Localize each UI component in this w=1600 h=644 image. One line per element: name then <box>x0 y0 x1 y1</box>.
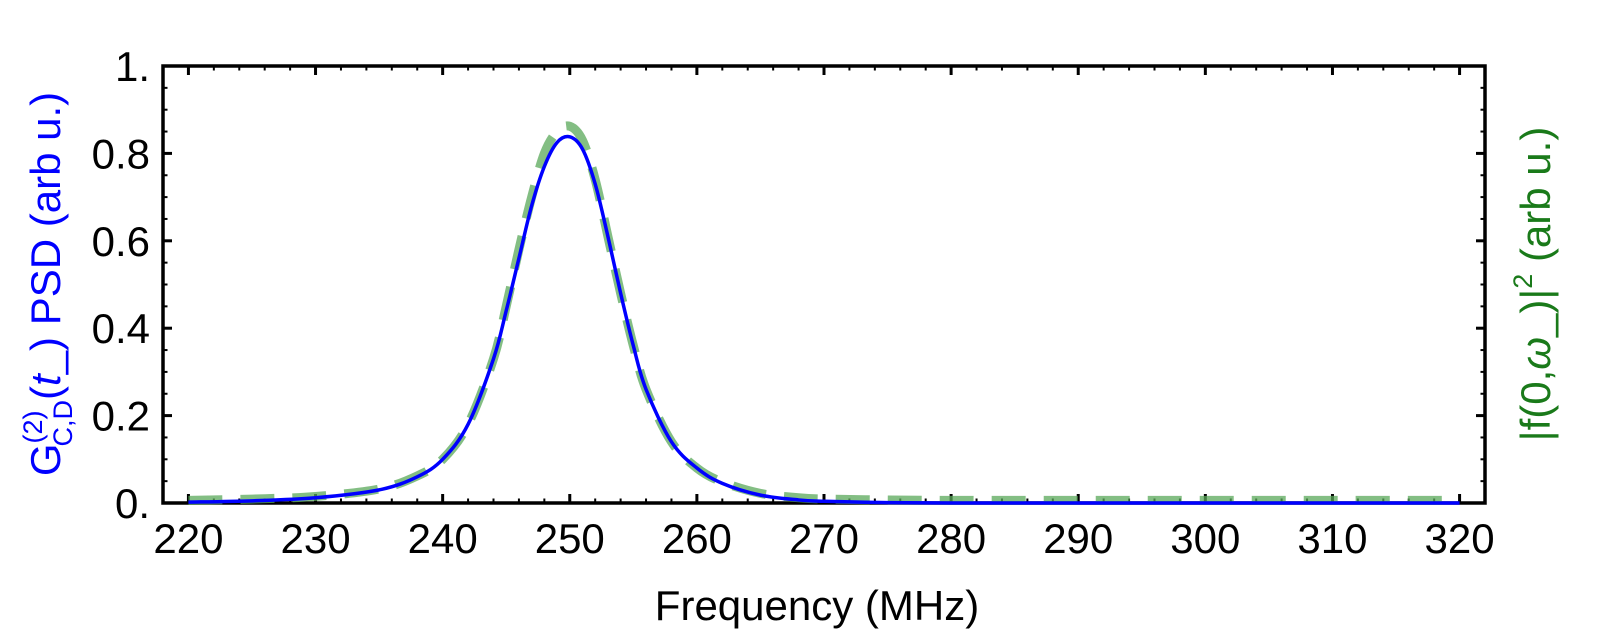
plot-frame <box>161 64 1487 505</box>
x-tick-label: 290 <box>1043 515 1113 562</box>
y-tick-label: 0.2 <box>92 393 150 440</box>
right-ylabel-omega: ω <box>1512 337 1559 370</box>
series-layer <box>188 121 1460 505</box>
x-tick-label: 320 <box>1425 515 1495 562</box>
y-tick-label: 0.4 <box>92 305 150 352</box>
x-tick-label: 310 <box>1297 515 1367 562</box>
x-tick-label: 230 <box>280 515 350 562</box>
tick-marks <box>163 64 1485 505</box>
x-axis-title: Frequency (MHz) <box>655 582 979 629</box>
x-tick-label: 280 <box>916 515 986 562</box>
tick-labels: 220 230 240 250 260 270 280 290 300 310 320 0. 0.2 0.… <box>92 43 1495 562</box>
x-tick-label: 240 <box>408 515 478 562</box>
x-tick-label: 260 <box>662 515 732 562</box>
x-tick-label: 250 <box>535 515 605 562</box>
left-ylabel-base: G <box>22 443 69 476</box>
left-y-axis-title: G(2)C,D(t_) PSD (arb u.) <box>18 92 78 476</box>
left-ylabel-rest: PSD (arb u.) <box>22 92 69 337</box>
series-line-dashed <box>188 121 1460 505</box>
left-ylabel-superscript: (2) <box>18 410 48 443</box>
series-line-solid <box>188 134 1460 505</box>
x-tick-label: 300 <box>1170 515 1240 562</box>
y-tick-label: 0. <box>115 480 150 527</box>
left-ylabel-subscript: C,D <box>48 400 78 447</box>
y-tick-label: 1. <box>115 43 150 90</box>
x-tick-label: 270 <box>789 515 859 562</box>
right-y-axis-title: |f(0,ω_)|2 (arb u.) <box>1508 127 1559 442</box>
y-tick-label: 0.6 <box>92 218 150 265</box>
y-tick-label: 0.8 <box>92 130 150 177</box>
left-ylabel-arg: t <box>22 372 69 386</box>
x-tick-label: 220 <box>153 515 223 562</box>
right-ylabel-superscript: 2 <box>1508 274 1538 289</box>
